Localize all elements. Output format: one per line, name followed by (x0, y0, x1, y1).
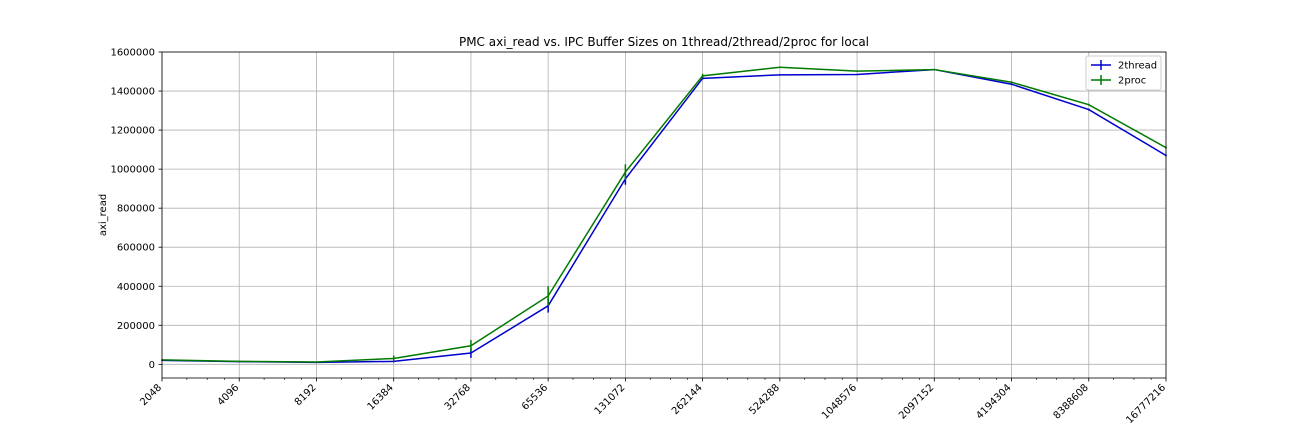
y-tick-label: 1600000 (110, 48, 155, 59)
data-point-2thread (1011, 83, 1013, 85)
x-tick-label: 4194304 (974, 382, 1013, 421)
data-point-2proc (779, 66, 781, 68)
series-layer (161, 66, 1167, 364)
data-point-2proc (470, 345, 472, 347)
x-tick-label: 262144 (670, 382, 705, 417)
data-point-2proc (393, 357, 395, 359)
data-point-2proc (1088, 104, 1090, 106)
grid (161, 51, 1167, 378)
y-tick-label: 600000 (117, 243, 155, 254)
data-point-2thread (779, 74, 781, 76)
legend-label-2thread: 2thread (1118, 61, 1157, 72)
y-tick-label: 200000 (117, 321, 155, 332)
x-tick-label: 8388608 (1052, 382, 1091, 421)
x-tick-label: 65536 (520, 382, 550, 412)
data-point-2proc (856, 70, 858, 72)
x-tick-label: 4096 (216, 382, 242, 408)
x-axis: 2048 4096 8192 16384 32768 65536 131072 262144 5… (138, 378, 1168, 426)
data-point-2proc (624, 171, 626, 173)
data-point-2proc (238, 360, 240, 362)
y-tick-label: 1000000 (110, 165, 155, 176)
x-tick-label: 2048 (138, 382, 164, 408)
data-point-2proc (933, 69, 935, 71)
chart-title: PMC axi_read vs. IPC Buffer Sizes on 1th… (459, 35, 869, 49)
data-point-2proc (547, 295, 549, 297)
y-tick-label: 400000 (117, 282, 155, 293)
data-point-2thread (702, 77, 704, 79)
x-tick-label: 32768 (443, 382, 473, 412)
y-tick-label: 1400000 (110, 87, 155, 98)
data-point-2thread (856, 73, 858, 75)
y-tick-label: 0 (149, 360, 155, 371)
x-tick-label: 16777216 (1124, 382, 1168, 426)
y-axis-label: axi_read (98, 194, 109, 236)
data-point-2proc (315, 361, 317, 363)
data-point-2thread (1088, 109, 1090, 111)
data-point-2proc (702, 75, 704, 77)
y-tick-label: 1200000 (110, 126, 155, 137)
plot-frame (161, 51, 1167, 379)
x-tick-label: 8192 (293, 382, 319, 408)
series-line-2thread (161, 68, 1167, 364)
legend-label-2proc: 2proc (1118, 76, 1146, 87)
x-tick-label: 2097152 (897, 382, 936, 421)
data-point-2thread (470, 352, 472, 354)
x-tick-label: 524288 (747, 382, 782, 417)
x-tick-label: 16384 (366, 382, 396, 412)
series-line-2proc (161, 66, 1167, 363)
data-point-2proc (1011, 81, 1013, 83)
y-axis: 0 200000 400000 600000 800000 1000000 1200000 1… (110, 48, 162, 371)
x-tick-label: 1048576 (820, 382, 859, 421)
x-tick-label: 131072 (593, 382, 628, 417)
legend: 2thread 2proc (1085, 55, 1162, 91)
y-tick-label: 800000 (117, 204, 155, 215)
